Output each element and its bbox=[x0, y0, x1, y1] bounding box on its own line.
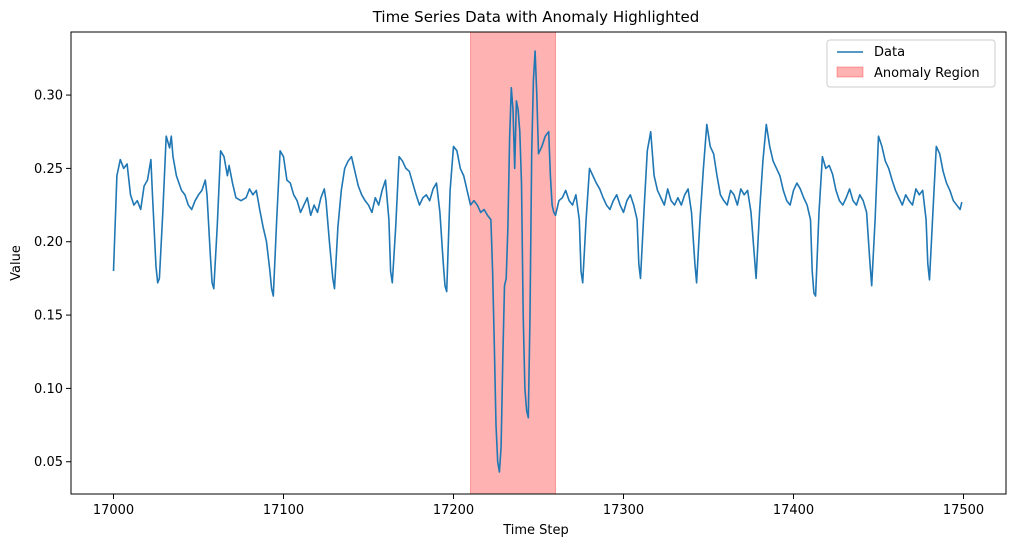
series-line-data bbox=[112, 50, 963, 473]
y-tick-label: 0.25 bbox=[34, 162, 63, 177]
legend-data-label: Data bbox=[874, 45, 905, 60]
legend: Data Anomaly Region bbox=[826, 39, 996, 88]
y-tick-label: 0.15 bbox=[34, 309, 63, 324]
chart-title: Time Series Data with Anomaly Highlighte… bbox=[372, 8, 700, 26]
x-tick-label: 17500 bbox=[943, 503, 984, 518]
x-axis-ticks: 17000 17100 17200 17300 17400 17500 bbox=[93, 494, 984, 518]
x-tick-label: 17300 bbox=[603, 503, 644, 518]
plot-frame bbox=[70, 31, 1007, 495]
y-axis-ticks: 0.05 0.10 0.15 0.20 0.25 0.30 bbox=[34, 89, 71, 470]
x-tick-label: 17000 bbox=[93, 503, 134, 518]
legend-anomaly-patch-icon bbox=[836, 66, 864, 78]
y-tick-label: 0.20 bbox=[34, 235, 63, 250]
x-tick-label: 17100 bbox=[263, 503, 304, 518]
x-axis-label: Time Step bbox=[502, 523, 569, 538]
x-tick-label: 17200 bbox=[433, 503, 474, 518]
y-tick-label: 0.10 bbox=[34, 382, 63, 397]
y-tick-label: 0.05 bbox=[34, 455, 63, 470]
legend-anomaly-label: Anomaly Region bbox=[874, 66, 980, 81]
x-tick-label: 17400 bbox=[773, 503, 814, 518]
y-axis-label: Value bbox=[9, 245, 24, 281]
legend-box bbox=[826, 39, 996, 88]
y-tick-label: 0.30 bbox=[34, 89, 63, 104]
